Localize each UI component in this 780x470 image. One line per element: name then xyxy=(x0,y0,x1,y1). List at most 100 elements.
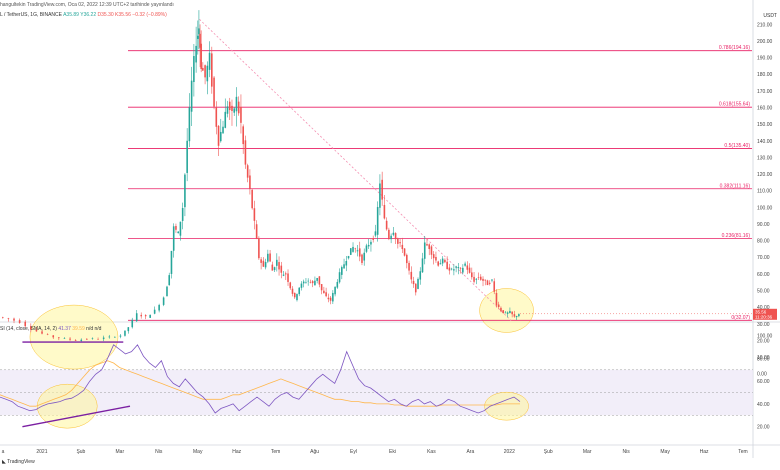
candle-body xyxy=(354,248,357,250)
candle-body xyxy=(414,283,417,293)
price-tick-label: 190.00 xyxy=(757,56,773,62)
price-tick-label: 130.00 xyxy=(757,155,773,161)
ohlc-legend: L / TetherUS, 1G, BINANCE A35.89 Y36.22 … xyxy=(0,12,167,18)
candle-body xyxy=(18,320,21,324)
candle-body xyxy=(439,263,442,265)
candle-body xyxy=(135,313,138,322)
candle-body xyxy=(392,232,395,235)
rsi-line xyxy=(0,344,521,414)
candle-body xyxy=(219,131,222,142)
candle-body xyxy=(430,246,433,255)
time-tick-label: Mar xyxy=(583,449,592,455)
candle-body xyxy=(280,265,283,273)
candle-body xyxy=(388,229,390,239)
time-tick-label: Haz xyxy=(232,449,241,455)
candle-body xyxy=(7,318,10,319)
candle-body xyxy=(506,312,509,314)
candle-body xyxy=(172,226,175,251)
candle-body xyxy=(488,282,491,284)
candle-body xyxy=(515,316,518,318)
candle-body xyxy=(363,252,366,261)
candle-body xyxy=(127,327,130,332)
time-tick-label: Şub xyxy=(544,449,553,455)
candle-body xyxy=(336,281,339,288)
price-tick-label: 90.00 xyxy=(757,222,770,228)
candle-body xyxy=(179,221,182,236)
price-tick-label: 140.00 xyxy=(757,139,773,145)
candle-body xyxy=(446,261,448,270)
candle-body xyxy=(459,268,462,269)
candle-body xyxy=(240,107,242,123)
candle-body xyxy=(323,290,325,294)
candle-body xyxy=(175,226,177,230)
candle-body xyxy=(184,174,186,208)
candle-body xyxy=(287,273,289,282)
candle-body xyxy=(119,335,122,337)
candle-body xyxy=(195,45,197,63)
candle-body xyxy=(345,261,348,266)
fib-level-label: 0.618(155.64) xyxy=(719,102,750,108)
candle-body xyxy=(181,208,184,221)
candle-body xyxy=(347,256,350,259)
symbol-label: L / TetherUS, 1G, BINANCE xyxy=(0,12,62,18)
candle-body xyxy=(466,265,469,270)
candle-body xyxy=(305,282,307,283)
candle-body xyxy=(298,287,301,295)
candle-body xyxy=(271,264,274,271)
candle-body xyxy=(307,280,309,282)
highlight-ellipse xyxy=(484,391,529,421)
candle-body xyxy=(318,276,321,285)
candle-body xyxy=(13,318,15,321)
candle-body xyxy=(343,264,345,269)
price-tick-label: 30.00 xyxy=(757,322,770,328)
candle-body xyxy=(309,281,312,283)
candle-body xyxy=(153,309,156,314)
candle-body xyxy=(300,283,303,288)
candle-body xyxy=(231,105,233,111)
candle-body xyxy=(140,314,143,317)
candle-body xyxy=(108,336,111,338)
last-price-tag xyxy=(753,308,777,320)
tradingview-logo[interactable]: ◣ TradingView xyxy=(2,459,35,465)
highlight-ellipse xyxy=(29,304,119,370)
candle-body xyxy=(258,238,260,259)
candle-body xyxy=(293,292,296,298)
candle-body xyxy=(361,254,363,263)
candle-body xyxy=(450,268,453,270)
candle-body xyxy=(486,280,489,286)
candle-body xyxy=(390,235,392,240)
logo-text: TradingView xyxy=(7,459,35,465)
candle-body xyxy=(316,277,318,281)
candle-body xyxy=(367,244,370,247)
candle-body xyxy=(493,281,496,292)
published-by-text: hangultekin TradingView.com, Oca 02, 202… xyxy=(0,2,174,8)
candle-body xyxy=(177,231,179,234)
candle-body xyxy=(202,67,204,71)
candle-body xyxy=(441,258,444,264)
highlight-ellipse xyxy=(36,383,98,429)
price-tick-label: 160.00 xyxy=(757,106,773,112)
time-tick-label: Mar xyxy=(116,449,125,455)
candle-body xyxy=(224,111,227,128)
highlight-ellipse xyxy=(479,288,534,333)
candle-body xyxy=(453,269,455,271)
candle-body xyxy=(403,248,406,256)
high-value: Y36.22 xyxy=(80,12,97,18)
candle-body xyxy=(338,272,341,283)
price-tick-label: 170.00 xyxy=(757,89,773,95)
candle-body xyxy=(46,334,49,335)
candle-body xyxy=(233,108,236,113)
close-value: K35.56 xyxy=(115,12,131,18)
candle-body xyxy=(144,315,147,317)
candle-body xyxy=(237,101,240,114)
candle-body xyxy=(479,276,482,280)
candle-body xyxy=(198,28,200,35)
rsi-tick-label: 20.00 xyxy=(757,425,770,431)
candle-body xyxy=(448,267,451,271)
candle-body xyxy=(131,319,134,328)
price-tick-label: 80.00 xyxy=(757,239,770,245)
time-tick-label: Nis xyxy=(155,449,163,455)
candle-body xyxy=(365,245,368,252)
candle-body xyxy=(471,272,473,278)
